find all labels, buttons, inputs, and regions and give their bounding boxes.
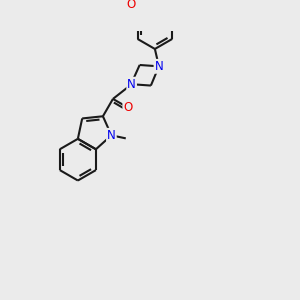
- Text: N: N: [154, 60, 163, 73]
- Text: O: O: [123, 101, 133, 114]
- Text: N: N: [127, 78, 136, 91]
- Text: N: N: [107, 129, 116, 142]
- Text: O: O: [126, 0, 136, 11]
